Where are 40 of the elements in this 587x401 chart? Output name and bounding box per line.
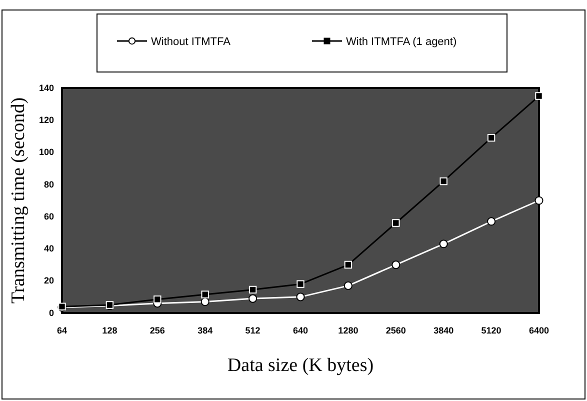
point — [344, 260, 352, 269]
point — [535, 92, 543, 100]
point — [296, 292, 305, 302]
point — [534, 196, 544, 205]
point — [201, 290, 209, 298]
x-tick-label: 512 — [245, 325, 260, 336]
y-tick-label: 0 — [48, 308, 54, 318]
point — [440, 177, 448, 186]
y-tick-label: 20 — [44, 276, 54, 286]
x-tick-label: 2560 — [386, 325, 406, 336]
legend-label: Without ITMTFA — [151, 36, 232, 48]
legend-label: With ITMTFA (1 agent) — [346, 36, 457, 48]
point — [392, 219, 400, 227]
x-axis-title: Data size (K bytes) — [227, 355, 374, 376]
y-tick-label: 100 — [38, 147, 54, 158]
x-tick-label: 384 — [198, 325, 213, 336]
x-tick-label: 3840 — [434, 325, 454, 336]
x-tick-label: 1280 — [338, 325, 358, 336]
point — [392, 260, 400, 270]
y-tick-label: 120 — [38, 115, 54, 126]
y-tick-label: 140 — [38, 82, 54, 93]
point — [248, 286, 257, 294]
y-axis-title: Transmitting time (second) — [8, 97, 29, 304]
y-tick-label: 40 — [44, 244, 54, 254]
x-tick-label: 64 — [56, 325, 68, 336]
point — [296, 280, 304, 288]
point — [154, 295, 162, 304]
point — [248, 294, 258, 303]
point — [439, 240, 448, 248]
x-tick-label: 128 — [102, 325, 118, 336]
point — [344, 281, 352, 290]
point — [487, 217, 496, 226]
x-tick-label: 256 — [150, 325, 165, 336]
point — [200, 297, 210, 306]
y-tick-label: 60 — [44, 211, 54, 222]
x-tick-label: 5120 — [481, 325, 502, 336]
point — [487, 134, 496, 142]
x-tick-label: 640 — [292, 325, 308, 336]
y-tick-label: 80 — [44, 179, 54, 190]
x-tick-label: 6400 — [528, 325, 550, 336]
